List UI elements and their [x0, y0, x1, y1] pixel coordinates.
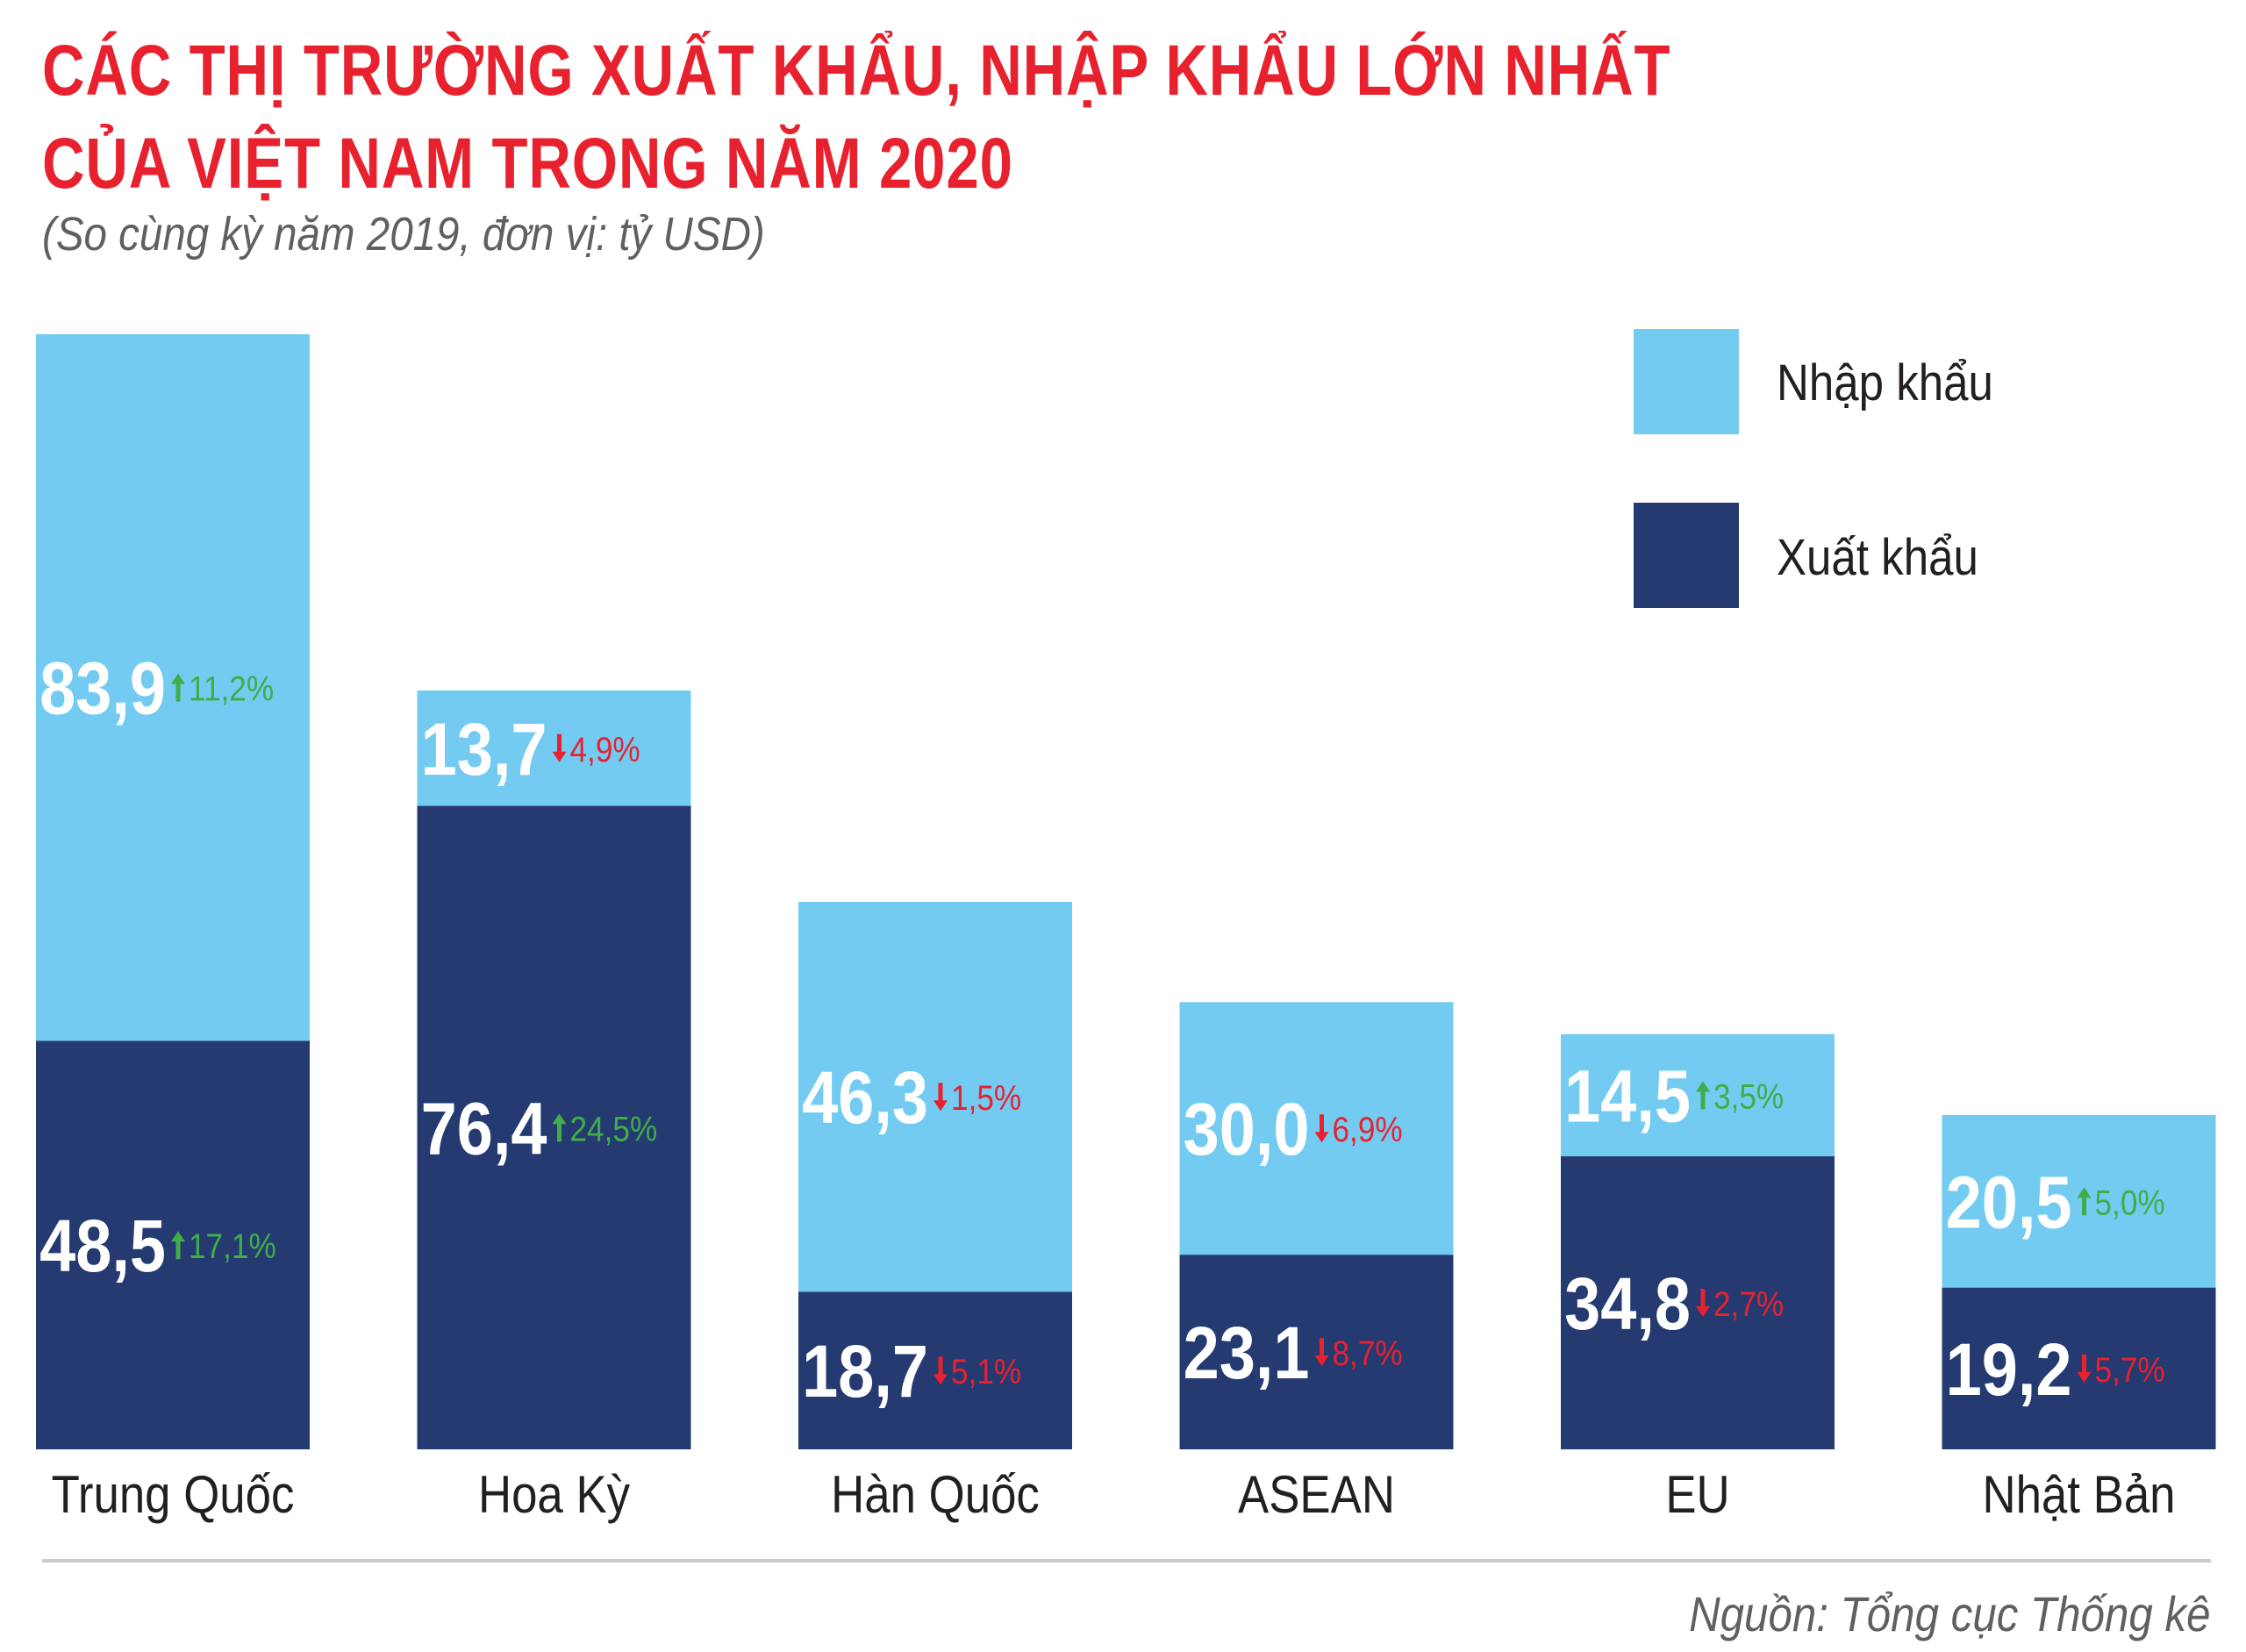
import-arrow-down-icon: [933, 1083, 948, 1112]
import-value-label: 83,9: [39, 647, 166, 729]
import-value-label: 20,5: [1946, 1161, 2072, 1243]
category-label: Hàn Quốc: [831, 1465, 1040, 1524]
export-change-label: 5,7%: [2095, 1350, 2165, 1390]
legend-import-label: Nhập khẩu: [1777, 354, 1993, 411]
source-note: Nguồn: Tổng cục Thống kê: [1689, 1586, 2211, 1641]
bar-group: 46,3 1,5% 18,7 5,1% Hàn Quốc: [798, 902, 1072, 1524]
import-change-label: 4,9%: [570, 730, 640, 769]
bar-import: [1179, 1002, 1454, 1255]
category-label: EU: [1665, 1465, 1729, 1524]
import-value-label: 46,3: [802, 1056, 928, 1139]
category-label: Hoa Kỳ: [478, 1465, 631, 1524]
import-change-label: 6,9%: [1333, 1110, 1403, 1149]
import-value-label: 30,0: [1184, 1088, 1310, 1170]
export-value-label: 48,5: [39, 1205, 166, 1287]
export-change-label: 2,7%: [1713, 1284, 1784, 1324]
export-change-label: 8,7%: [1333, 1334, 1403, 1373]
bar-group: 14,5 3,5% 34,8 2,7% EU: [1561, 1033, 1835, 1524]
bar-import: [1561, 1033, 1835, 1156]
import-arrow-up-icon: [1696, 1081, 1710, 1110]
import-arrow-down-icon: [552, 733, 567, 762]
export-value-label: 18,7: [802, 1330, 928, 1412]
import-value-label: 13,7: [421, 707, 547, 790]
import-arrow-up-icon: [171, 673, 185, 702]
bar-export: [1179, 1255, 1454, 1449]
legend-export-swatch: [1634, 503, 1739, 608]
export-change-label: 5,1%: [951, 1352, 1021, 1391]
export-arrow-up-icon: [552, 1113, 567, 1142]
category-label: Nhật Bản: [1982, 1465, 2175, 1524]
import-arrow-up-icon: [2077, 1187, 2092, 1216]
bar-export: [36, 1041, 310, 1449]
chart-title-line-2: CỦA VIỆT NAM TRONG NĂM 2020: [42, 124, 1013, 204]
export-change-label: 24,5%: [570, 1109, 658, 1148]
export-change-label: 17,1%: [189, 1226, 276, 1266]
export-value-label: 34,8: [1564, 1262, 1691, 1345]
bar-export: [1561, 1155, 1835, 1449]
export-value-label: 76,4: [421, 1087, 547, 1169]
bar-group: 13,7 4,9% 76,4 24,5% Hoa Kỳ: [417, 690, 691, 1524]
bar-import: [1942, 1114, 2216, 1288]
bar-import: [798, 902, 1072, 1292]
bar-import: [36, 333, 310, 1041]
bar-import: [417, 690, 691, 806]
bar-export: [798, 1291, 1072, 1449]
import-change-label: 11,2%: [189, 669, 274, 709]
import-value-label: 14,5: [1564, 1055, 1691, 1137]
export-arrow-down-icon: [1696, 1288, 1710, 1317]
import-change-label: 1,5%: [951, 1078, 1021, 1118]
export-arrow-down-icon: [2077, 1354, 2092, 1383]
bar-export: [417, 805, 691, 1449]
bar-group: 83,9 11,2% 48,5 17,1% Trung Quốc: [36, 333, 310, 1524]
export-arrow-down-icon: [1314, 1338, 1329, 1367]
import-change-label: 3,5%: [1713, 1076, 1784, 1116]
legend-import-swatch: [1634, 329, 1739, 434]
bar-export: [1942, 1287, 2216, 1449]
category-label: ASEAN: [1238, 1465, 1395, 1524]
legend-export-label: Xuất khẩu: [1777, 529, 1978, 586]
category-label: Trung Quốc: [52, 1465, 295, 1524]
export-value-label: 23,1: [1184, 1312, 1310, 1394]
import-change-label: 5,0%: [2095, 1183, 2165, 1222]
bar-group: 30,0 6,9% 23,1 8,7% ASEAN: [1179, 1002, 1454, 1524]
bar-group: 20,5 5,0% 19,2 5,7% Nhật Bản: [1942, 1114, 2216, 1524]
footer-divider: [42, 1559, 2211, 1563]
import-arrow-down-icon: [1314, 1114, 1329, 1143]
export-value-label: 19,2: [1946, 1327, 2072, 1410]
chart-title-line-1: CÁC THỊ TRƯỜNG XUẤT KHẨU, NHẬP KHẨU LỚN …: [42, 31, 1671, 111]
export-arrow-up-icon: [171, 1231, 185, 1260]
export-arrow-down-icon: [933, 1356, 948, 1385]
chart-subtitle: (So cùng kỳ năm 2019, đơn vị: tỷ USD): [42, 208, 765, 261]
